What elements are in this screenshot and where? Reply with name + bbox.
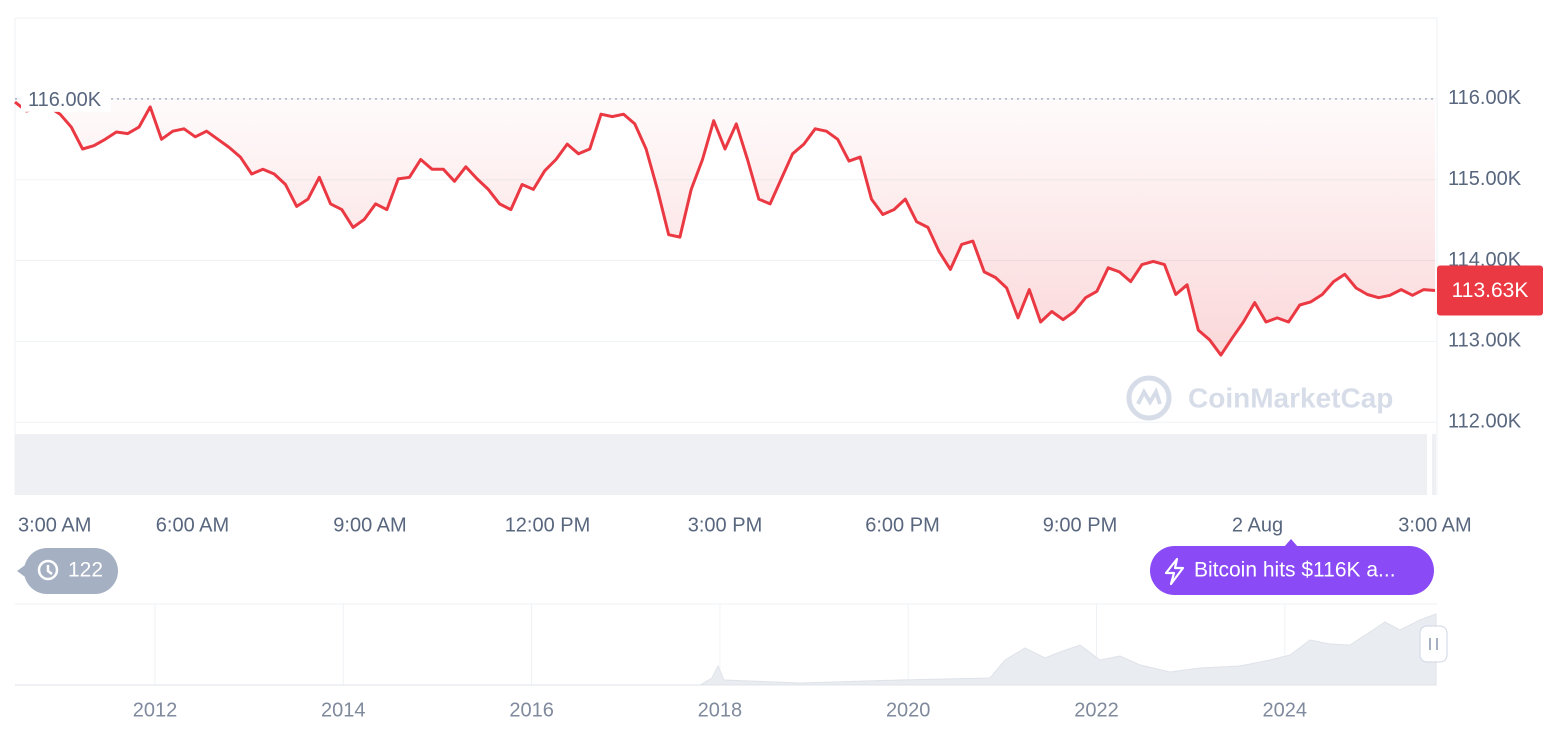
reference-label: 116.00K xyxy=(28,89,102,111)
pill-text: Bitcoin hits $116K a... xyxy=(1194,559,1396,582)
volume-band xyxy=(15,434,1427,495)
year-label: 2022 xyxy=(1074,699,1119,721)
y-tick-label: 116.00K xyxy=(1448,87,1522,109)
x-tick-label: 3:00 PM xyxy=(688,514,762,536)
y-tick-label: 112.00K xyxy=(1448,411,1522,433)
navigator-area xyxy=(15,613,1437,686)
pill-pointer xyxy=(1284,539,1298,547)
badge-count: 122 xyxy=(68,559,103,582)
price-line xyxy=(14,100,1436,357)
year-label: 2020 xyxy=(886,699,931,721)
watermark-logo xyxy=(1126,375,1172,421)
year-label: 2012 xyxy=(133,699,178,721)
y-tick-label: 113.00K xyxy=(1448,330,1522,352)
last-price-badge xyxy=(1437,265,1543,316)
watermark: CoinMarketCap xyxy=(1126,375,1393,421)
x-tick-label: 6:00 AM xyxy=(156,514,229,536)
watermark-text: CoinMarketCap xyxy=(1188,382,1393,413)
reference-label-bg xyxy=(21,85,111,112)
x-tick-label: 3:00 AM xyxy=(1398,514,1471,536)
x-tick-label: 9:00 AM xyxy=(333,514,406,536)
last-price-label: 113.63K xyxy=(1452,279,1529,302)
x-tick-label: 6:00 PM xyxy=(865,514,939,536)
year-label: 2016 xyxy=(509,699,554,721)
year-label: 2024 xyxy=(1263,699,1308,721)
news-pill[interactable]: Bitcoin hits $116K a... xyxy=(1150,539,1434,595)
x-tick-label: 12:00 PM xyxy=(505,514,591,536)
area-shading xyxy=(15,98,1435,356)
clock-icon xyxy=(37,559,59,581)
navigator-handle[interactable] xyxy=(1419,625,1448,663)
x-tick-label: 9:00 PM xyxy=(1043,514,1117,536)
history-badge[interactable]: 122 xyxy=(17,548,118,594)
x-tick-label: 3:00 AM xyxy=(18,514,91,536)
watermark-logo xyxy=(1136,387,1162,406)
x-tick-label: 2 Aug xyxy=(1232,514,1283,536)
year-label: 2018 xyxy=(698,699,743,721)
plot-area xyxy=(14,17,1438,495)
lightning-icon xyxy=(1164,557,1185,586)
volume-band xyxy=(1432,434,1436,495)
y-tick-label: 114.00K xyxy=(1448,249,1522,271)
pill-bg xyxy=(1150,546,1434,595)
y-tick-label: 115.00K xyxy=(1448,168,1522,190)
year-label: 2014 xyxy=(321,699,366,721)
clock-icon xyxy=(46,565,53,575)
badge-bg xyxy=(24,548,118,594)
navigator xyxy=(15,603,1448,686)
